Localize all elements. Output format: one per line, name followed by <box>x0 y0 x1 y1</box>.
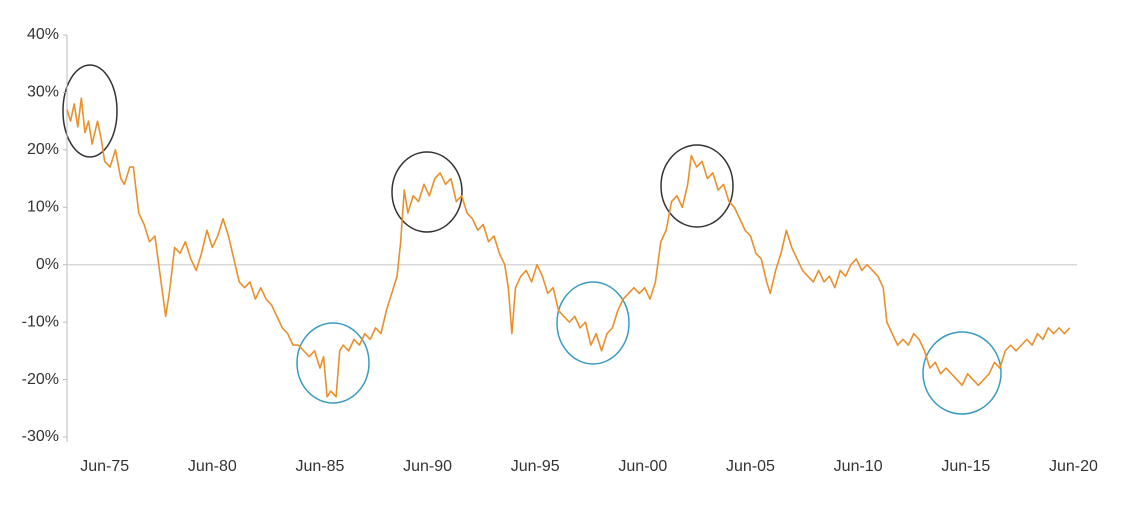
x-tick-label: Jun-15 <box>941 458 990 475</box>
y-tick-label: -10% <box>22 313 59 330</box>
x-tick-label: Jun-00 <box>618 458 667 475</box>
x-tick-label: Jun-20 <box>1049 458 1098 475</box>
y-tick-label: 30% <box>27 84 59 101</box>
x-tick-label: Jun-10 <box>834 458 883 475</box>
data-line <box>66 97 1071 398</box>
annotations <box>62 64 1002 415</box>
x-tick-label: Jun-75 <box>80 458 129 475</box>
y-tick-label: -20% <box>22 371 59 388</box>
x-tick-label: Jun-05 <box>726 458 775 475</box>
x-tick-label: Jun-90 <box>403 458 452 475</box>
highlight-circle <box>62 64 118 158</box>
y-tick-label: 0% <box>36 256 59 273</box>
highlight-circle <box>660 144 734 228</box>
y-tick-label: 40% <box>27 26 59 43</box>
highlight-circle <box>556 281 630 365</box>
y-tick-label: -30% <box>22 428 59 445</box>
x-tick-label: Jun-80 <box>188 458 237 475</box>
y-tick-label: 20% <box>27 141 59 158</box>
x-tick-label: Jun-85 <box>295 458 344 475</box>
highlight-circle <box>296 322 370 404</box>
highlight-circle <box>922 331 1002 415</box>
highlight-circle <box>391 151 463 233</box>
y-tick-label: 10% <box>27 199 59 216</box>
x-tick-label: Jun-95 <box>511 458 560 475</box>
